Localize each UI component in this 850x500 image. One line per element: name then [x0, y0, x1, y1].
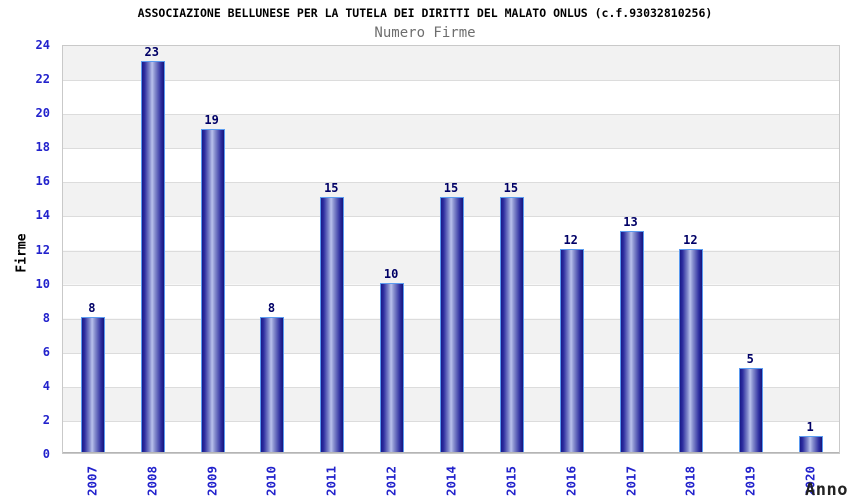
bar-2012: [380, 282, 405, 453]
x-tick-label: 2015: [503, 465, 519, 497]
y-tick-label: 14: [35, 208, 50, 223]
x-tick-label: 2011: [323, 465, 339, 497]
bar-value-label: 8: [267, 300, 276, 315]
bar-value-label: 5: [746, 351, 754, 366]
bar-value-label: 15: [324, 181, 339, 196]
bar-2010: [260, 316, 285, 453]
x-tick-label: 2014: [443, 465, 459, 497]
x-tick-label: 2017: [623, 465, 639, 497]
y-tick-label: 24: [35, 38, 50, 52]
gridline: [63, 114, 839, 116]
gridline: [63, 148, 839, 150]
bar-value-label: 19: [204, 113, 219, 128]
x-tick-label: 2009: [204, 465, 220, 497]
bar-2015: [499, 197, 524, 453]
y-tick-label: 18: [35, 140, 50, 155]
bar-value-label: 23: [144, 45, 159, 60]
y-tick-label: 16: [35, 174, 50, 189]
bar-2020: [799, 435, 824, 453]
x-tick-label: 2012: [383, 465, 399, 497]
y-tick-label: 0: [42, 447, 50, 461]
bar-2008: [140, 61, 165, 453]
bar-2014: [440, 197, 464, 453]
bar-2011: [320, 197, 345, 453]
x-tick-label: 2010: [263, 465, 279, 497]
x-tick-label: 2019: [742, 465, 758, 497]
x-tick-label: 2007: [84, 465, 100, 497]
x-tick-label: 2018: [682, 465, 698, 497]
gridline: [63, 182, 839, 184]
x-tick-label: 2008: [144, 465, 160, 497]
bar-2009: [200, 129, 225, 453]
y-tick-label: 6: [42, 344, 50, 359]
x-tick-label: 2016: [563, 465, 579, 497]
chart-subtitle: Numero Firme: [374, 25, 476, 41]
y-tick-label: 8: [42, 310, 50, 325]
bar-2007: [80, 316, 105, 453]
bar-value-label: 13: [623, 215, 638, 230]
y-tick-label: 22: [35, 72, 50, 87]
y-tick-label: 2: [42, 412, 50, 427]
bar-value-label: 15: [503, 181, 519, 196]
bar-2019: [739, 367, 764, 453]
bar-value-label: 10: [383, 266, 399, 281]
bar-2016: [559, 248, 584, 453]
plot-area: [62, 45, 840, 454]
y-tick-label: 12: [35, 242, 50, 257]
x-axis-line: [63, 452, 839, 453]
y-tick-label: 20: [35, 106, 50, 121]
bar-value-label: 12: [683, 232, 698, 247]
bar-2017: [619, 231, 644, 453]
bar-2018: [679, 248, 704, 453]
chart-title: ASSOCIAZIONE BELLUNESE PER LA TUTELA DEI…: [137, 6, 713, 20]
bar-value-label: 1: [806, 419, 814, 434]
bar-value-label: 15: [443, 181, 459, 196]
y-tick-label: 4: [42, 378, 50, 393]
y-tick-label: 10: [35, 276, 50, 291]
gridline: [63, 80, 839, 82]
bar-value-label: 12: [563, 232, 578, 247]
bar-value-label: 8: [88, 300, 96, 315]
x-axis-label: Anno: [805, 480, 848, 500]
